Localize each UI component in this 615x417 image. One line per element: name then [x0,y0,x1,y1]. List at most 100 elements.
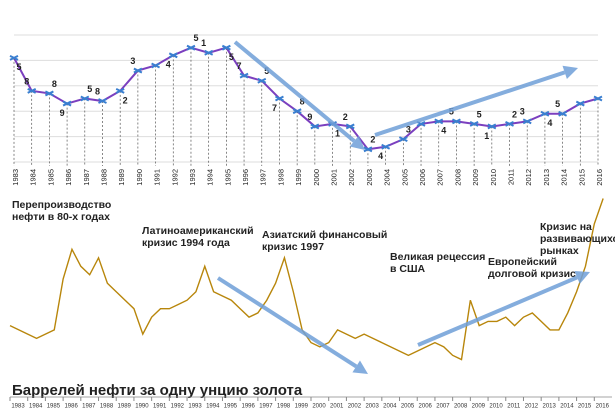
x-tick-label: 2006 [419,404,433,410]
x-tick-label: 1990 [135,169,144,186]
marker [345,123,355,130]
annotation: Латиноамериканский [142,225,254,237]
x-tick-label: 2007 [436,169,445,186]
marker [115,87,125,94]
point-label: 3 [130,56,135,66]
point-label: 2 [343,112,348,122]
x-tick-label: 2000 [312,169,321,186]
marker [275,95,284,102]
point-label: 2 [123,95,128,105]
x-tick-label: 1990 [135,404,149,410]
x-tick-label: 1993 [188,169,197,186]
annotation: нефти в 80-х годах [12,211,110,223]
x-tick-label: 2015 [578,404,592,410]
x-tick-label: 1987 [82,169,91,186]
x-tick-label: 1991 [153,404,167,410]
annotation: Перепроизводство [12,199,111,211]
annotation: Европейский [488,256,557,268]
point-label: 2 [512,109,517,119]
x-tick-label: 2016 [596,404,610,410]
x-tick-label: 2001 [330,169,339,186]
x-tick-label: 1992 [170,169,179,186]
marker [257,77,267,84]
point-label: 4 [547,118,552,128]
x-tick-label: 2000 [312,404,326,410]
point-label: 8 [300,97,305,107]
x-tick-label: 2014 [560,169,569,186]
x-tick-label: 1996 [241,169,250,186]
x-tick-label: 1988 [99,169,108,186]
annotation: кризис 1997 [262,241,324,253]
point-label: 4 [166,60,171,70]
point-label: 1 [484,131,489,141]
x-tick-label: 1995 [224,404,238,410]
point-label: 5 [193,33,198,43]
x-tick-label: 1995 [223,169,232,186]
x-tick-label: 1994 [206,404,220,410]
point-label: 3 [520,107,525,117]
trend-arrow-head [352,360,368,374]
x-tick-label: 1984 [29,404,43,410]
marker [434,118,444,125]
marker [575,100,585,107]
trend-arrow [417,275,578,347]
marker [310,123,320,130]
marker [239,72,249,79]
annotation: в США [390,263,426,275]
marker [363,146,373,153]
x-tick-label: 1993 [188,404,202,410]
x-tick-label: 2010 [489,404,503,410]
x-tick-label: 2012 [524,169,533,186]
x-tick-label: 2009 [471,169,480,186]
point-label: 5 [264,66,269,76]
point-label: 2 [370,135,375,145]
x-tick-label: 1988 [100,404,114,410]
x-tick-label: 2013 [542,404,556,410]
x-tick-label: 1999 [295,404,309,410]
point-label: 5 [555,99,560,109]
marker [168,52,178,59]
x-tick-label: 1989 [118,404,132,410]
x-tick-label: 2014 [560,404,574,410]
x-tick-label: 1997 [259,404,273,410]
x-tick-label: 2012 [525,404,539,410]
annotation: рынках [540,245,579,257]
trend-arrow [233,40,356,143]
x-tick-label: 2015 [577,169,586,186]
x-tick-label: 2011 [506,169,515,185]
point-label: 5 [16,62,21,72]
x-tick-label: 2010 [489,169,498,186]
point-label: 5 [477,109,482,119]
annotation: долговой кризис [488,268,576,280]
marker [204,49,214,56]
point-label: 9 [60,108,65,118]
point-label: 1 [201,38,206,48]
annotation: развивающихся [540,233,615,245]
series-line [13,46,599,151]
point-label: 1 [335,128,340,138]
trend-arrow [216,276,358,369]
marker [98,98,107,104]
trend-arrow [374,70,566,137]
annotation: Кризис на [540,221,592,233]
point-label: 3 [406,125,411,135]
x-tick-label: 2006 [418,169,427,186]
marker [80,95,90,102]
point-label: 5 [229,52,234,62]
x-tick-label: 2002 [348,404,362,410]
x-tick-label: 2007 [436,404,450,410]
marker [186,44,196,51]
marker [451,118,461,125]
point-label: 9 [307,112,312,122]
x-tick-label: 1989 [117,169,126,186]
marker [221,44,231,51]
x-tick-label: 1983 [11,169,20,186]
marker [292,108,302,115]
x-tick-label: 2002 [347,169,356,186]
x-tick-label: 2003 [365,169,374,186]
marker [133,67,143,74]
x-tick-label: 1985 [46,169,55,186]
chart-title: Баррелей нефти за одну унцию золота [12,382,303,399]
marker [540,110,550,117]
